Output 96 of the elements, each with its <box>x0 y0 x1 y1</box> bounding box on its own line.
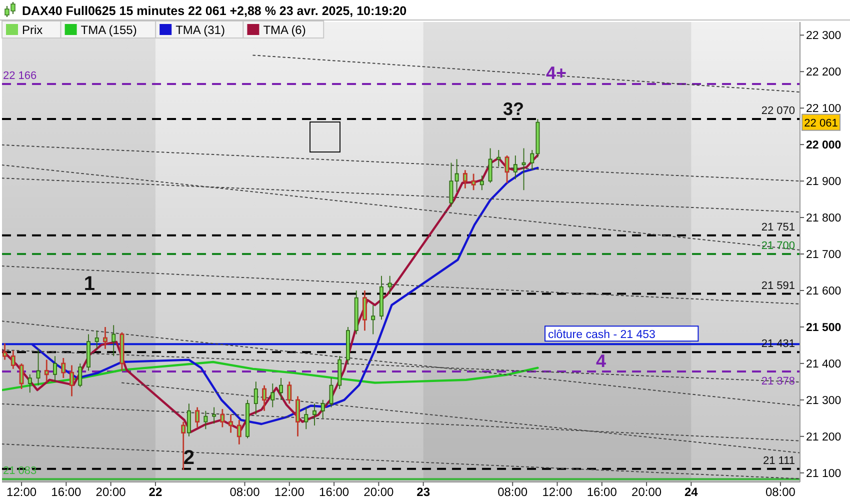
y-tick-label: 21 500 <box>806 322 842 334</box>
candlestick <box>480 175 484 191</box>
x-tick-label: 20:00 <box>632 485 662 499</box>
y-tick-label: 21 400 <box>806 358 842 370</box>
candlestick <box>379 275 384 320</box>
ref-line-label: 22 166 <box>3 70 37 82</box>
candlestick <box>220 408 225 428</box>
x-tick-label: 16:00 <box>586 485 618 499</box>
candlestick <box>471 173 476 191</box>
y-tick-label: 22 100 <box>806 103 842 116</box>
y-tick-label: 21 700 <box>806 249 842 262</box>
legend-label: Prix <box>22 23 43 37</box>
y-tick-label: 21 800 <box>806 212 842 225</box>
x-tick-label: 16:00 <box>319 485 350 499</box>
candlestick <box>28 374 32 394</box>
candlestick <box>346 326 350 364</box>
annotation: 4+ <box>546 63 567 84</box>
y-tick-label: 21 300 <box>806 394 842 407</box>
candlestick <box>338 356 342 390</box>
candlestick <box>112 324 116 357</box>
x-tick-label: 22 <box>148 485 162 499</box>
x-tick-label: 16:00 <box>51 485 82 499</box>
candlestick <box>504 154 510 184</box>
candlestick <box>354 290 358 335</box>
candlestick <box>2 342 8 360</box>
candlestick <box>462 169 468 190</box>
x-tick-label: 12:00 <box>542 485 573 499</box>
candlestick <box>254 381 258 415</box>
candlestick <box>103 326 108 350</box>
candlestick <box>312 403 316 426</box>
candlestick <box>94 330 99 350</box>
y-tick-label: 22 200 <box>806 66 842 79</box>
candlestick <box>454 158 459 192</box>
candlestick <box>296 396 300 438</box>
annotation: 4 <box>596 351 606 372</box>
candlestick <box>362 290 367 332</box>
x-tick-label: 08:00 <box>765 485 796 499</box>
ref-line-label: 21 591 <box>761 280 795 292</box>
candlestick <box>388 275 392 295</box>
ref-line-label: 21 751 <box>761 221 795 234</box>
candlestick <box>19 362 24 390</box>
candlestick <box>204 410 208 430</box>
candlestick <box>120 332 124 372</box>
line-series <box>2 360 539 392</box>
y-tick-label: 22 300 <box>806 30 842 42</box>
candlestick <box>262 384 267 412</box>
legend-label: TMA (6) <box>263 23 306 37</box>
candlestick <box>246 399 250 439</box>
ref-line-label: 21 700 <box>761 240 795 252</box>
candlestick <box>279 378 284 400</box>
ref-line-label: clôture cash - 21 453 <box>548 329 656 342</box>
candlestick <box>488 148 492 184</box>
y-tick-label: 22 000 <box>806 140 842 152</box>
candlestick <box>228 414 234 434</box>
x-tick-label: 24 <box>684 485 698 499</box>
x-tick-label: 08:00 <box>230 485 260 499</box>
legend-label: TMA (155) <box>80 23 137 37</box>
ref-line-label: 21 378 <box>761 375 795 388</box>
x-tick-label: 12:00 <box>274 485 305 499</box>
candlestick <box>236 419 242 446</box>
candlestick <box>270 383 275 408</box>
candlestick <box>61 357 66 379</box>
x-tick-label: 20:00 <box>96 485 126 499</box>
candlestick <box>304 406 308 430</box>
x-tick-label: 08:00 <box>498 485 528 499</box>
y-tick-label: 21 600 <box>806 285 842 298</box>
legend-label: TMA (31) <box>176 23 225 37</box>
annotation: 2 <box>183 447 195 470</box>
ref-line-label: 21 111 <box>762 454 795 467</box>
annotation: 1 <box>84 273 95 296</box>
y-tick-label: 21 100 <box>806 468 842 480</box>
candlestick <box>195 406 200 428</box>
candlestick <box>320 399 325 419</box>
y-tick-label: 21 900 <box>806 176 842 188</box>
candlestick <box>287 380 292 404</box>
x-tick-label: 23 <box>416 485 430 499</box>
ref-line-label: 22 070 <box>761 105 795 118</box>
text: 22 061 <box>804 117 838 130</box>
candlestick <box>496 150 501 167</box>
candlestick <box>371 304 376 335</box>
x-tick-label: 12:00 <box>6 485 37 499</box>
candlestick <box>10 350 16 370</box>
candlestick <box>449 162 454 208</box>
candlestick <box>53 356 57 382</box>
y-tick-label: 21 200 <box>806 431 842 444</box>
x-tick-label: 20:00 <box>364 485 394 499</box>
annotation: 3? <box>503 98 524 119</box>
candlestick <box>36 348 40 386</box>
candlestick <box>513 155 518 180</box>
chart-title: DAX40 Full0625 15 minutes 22 061 +2,88 % 23 avr. 2025, 10:19:20 <box>22 4 407 18</box>
candlestick <box>86 334 90 372</box>
candlestick <box>70 364 74 397</box>
candlestick <box>78 362 82 388</box>
candlestick <box>44 359 49 382</box>
candlestick <box>212 406 216 424</box>
candlestick <box>522 148 526 191</box>
